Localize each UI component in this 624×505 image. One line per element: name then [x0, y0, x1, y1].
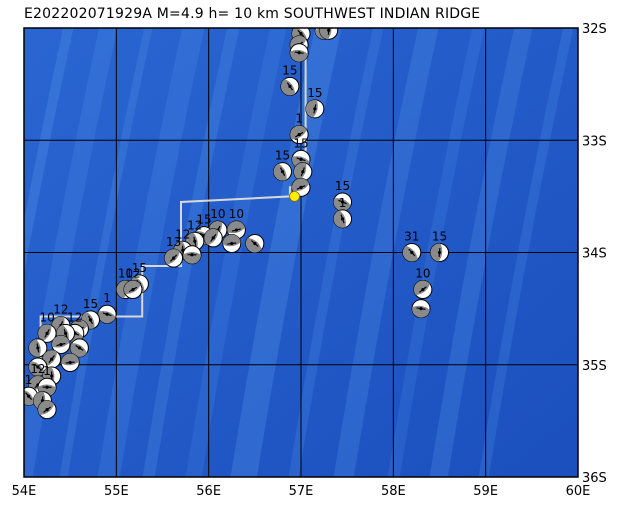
focal-mechanism — [289, 43, 309, 63]
depth-label: 1 — [339, 196, 347, 210]
lat-tick-label: 35S — [582, 359, 607, 374]
focal-mechanism — [411, 299, 431, 319]
focal-mechanism — [203, 228, 223, 248]
ridge-stripe — [24, 28, 118, 477]
focal-mechanism — [28, 338, 48, 358]
lon-tick-label: 57E — [289, 484, 314, 499]
focal-mechanism — [222, 234, 242, 254]
depth-label: 1 — [295, 112, 303, 126]
depth-label: 12 — [175, 227, 190, 241]
focal-mechanism — [273, 162, 293, 182]
focal-mechanism — [51, 335, 71, 355]
focal-mechanism — [289, 125, 309, 145]
focal-mechanism — [413, 280, 433, 300]
focal-mechanism — [37, 323, 57, 343]
epicenter-star — [289, 190, 300, 202]
ridge-stripe — [429, 28, 533, 477]
depth-label: 15 — [282, 63, 297, 77]
focal-mechanism — [319, 28, 339, 40]
depth-label: 15 — [83, 297, 98, 311]
lon-tick-label: 60E — [566, 484, 591, 499]
focal-mechanism — [69, 338, 89, 358]
depth-label: 31 — [404, 230, 419, 244]
axis-tick-labels: 54E 55E 56E 57E 58E 59E 60E 32S 33S 34S 35S 36S — [12, 22, 607, 499]
depth-label: 15 — [293, 136, 308, 150]
depth-label: 15 — [307, 86, 322, 100]
ridge-stripe — [333, 28, 439, 477]
depth-label: 12 — [125, 267, 140, 281]
focal-mechanism — [164, 248, 184, 268]
ridge-stripe — [59, 28, 153, 477]
depth-label: 1 — [25, 373, 33, 387]
depth-label: 10 — [39, 310, 54, 324]
depth-label: 15 — [335, 179, 350, 193]
depth-label: 15 — [321, 7, 336, 21]
lat-tick-label: 32S — [582, 22, 607, 37]
focal-mechanism — [245, 234, 265, 254]
lat-tick-label: 34S — [582, 247, 607, 262]
focal-mechanism — [333, 209, 353, 229]
ridge-stripe — [24, 28, 74, 275]
depth-label: 1 — [103, 291, 111, 305]
focal-mechanism — [123, 280, 143, 300]
depth-label: 15 — [432, 230, 447, 244]
lon-tick-label: 56E — [196, 484, 221, 499]
map-border — [23, 27, 579, 478]
ridge-stripe — [478, 28, 574, 477]
depth-label: 12 — [293, 11, 308, 25]
lat-tick-label: 36S — [582, 471, 607, 486]
depth-label: 12 — [316, 7, 331, 21]
focal-mechanism — [293, 162, 313, 182]
map-title: E202202071929A M=4.9 h= 10 km SOUTHWEST … — [24, 6, 481, 22]
lat-tick-label: 33S — [582, 134, 607, 149]
focal-mechanism — [97, 304, 117, 324]
ridge-stripe — [185, 28, 287, 477]
depth-label: 12 — [30, 362, 45, 376]
depth-label: 10 — [229, 207, 244, 221]
focal-mechanism — [37, 400, 57, 420]
depth-label: 12 — [67, 310, 82, 324]
lon-tick-label: 55E — [104, 484, 129, 499]
depth-label: 12 — [187, 218, 202, 232]
focal-mechanism — [60, 353, 80, 373]
focal-mechanism — [28, 357, 48, 377]
depth-label: 1 — [43, 364, 51, 378]
lon-tick-label: 58E — [381, 484, 406, 499]
depth-label: 10 — [118, 267, 133, 281]
depth-label: 15 — [275, 149, 290, 163]
depth-label: 10 — [415, 267, 430, 281]
depth-label: 13 — [166, 235, 181, 249]
depth-label: 10 — [210, 207, 225, 221]
lon-tick-label: 59E — [473, 484, 498, 499]
focal-mechanism — [430, 243, 449, 262]
focal-mechanism — [333, 192, 353, 212]
lon-tick-label: 54E — [12, 484, 37, 499]
focal-mechanism — [305, 99, 325, 119]
focal-mechanism — [280, 76, 300, 96]
ridge-stripe — [230, 28, 342, 477]
depth-label: 15 — [196, 213, 211, 227]
focal-mechanism — [182, 245, 202, 265]
depth-label: 15 — [132, 261, 147, 275]
depth-label: 12 — [53, 302, 68, 316]
focal-mechanism — [402, 243, 422, 262]
